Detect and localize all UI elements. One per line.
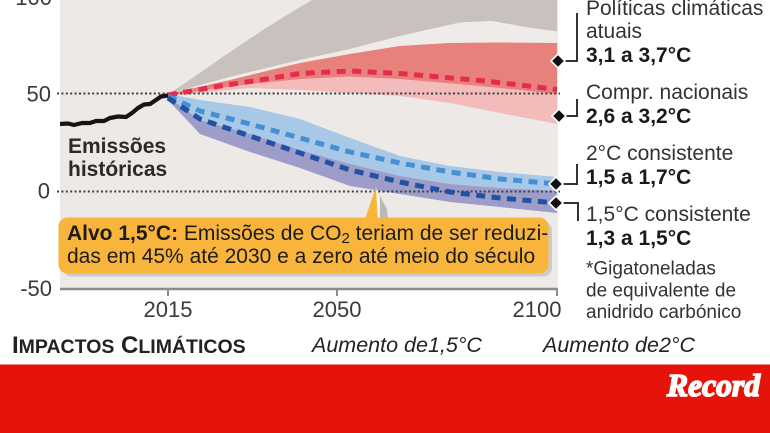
svg-text:50: 50 (27, 82, 51, 107)
svg-text:atuais: atuais (586, 20, 642, 43)
svg-text:*Gigatoneladas: *Gigatoneladas (586, 259, 716, 280)
svg-text:Compr. nacionais: Compr. nacionais (586, 81, 748, 104)
svg-text:2,6 a 3,2°C: 2,6 a 3,2°C (586, 105, 691, 128)
svg-text:anidrido carbónico: anidrido carbónico (586, 302, 741, 323)
svg-text:das em 45% até 2030 e a zero a: das em 45% até 2030 e a zero até meio do… (67, 245, 535, 268)
svg-text:2100: 2100 (513, 297, 562, 322)
svg-text:2050: 2050 (313, 297, 362, 322)
svg-text:2°C consistente: 2°C consistente (586, 142, 733, 165)
svg-text:Alvo 1,5°C: Emissões de CO2 te: Alvo 1,5°C: Emissões de CO2 teriam de se… (67, 222, 548, 247)
svg-text:Emissões: Emissões (68, 135, 166, 158)
svg-text:IMPACTOS CLIMÁTICOS: IMPACTOS CLIMÁTICOS (12, 332, 246, 359)
svg-text:Record: Record (666, 367, 761, 403)
svg-text:1,5 a 1,7°C: 1,5 a 1,7°C (586, 166, 691, 189)
svg-text:Políticas climáticas: Políticas climáticas (586, 0, 763, 20)
svg-text:1,5°C consistente: 1,5°C consistente (586, 203, 751, 226)
svg-text:históricas: históricas (68, 158, 167, 181)
svg-text:Aumento de1,5°C: Aumento de1,5°C (310, 333, 482, 357)
svg-text:100: 100 (15, 0, 52, 10)
svg-text:de equivalente de: de equivalente de (586, 281, 736, 302)
svg-text:-50: -50 (20, 276, 52, 301)
svg-text:Aumento de2°C: Aumento de2°C (541, 333, 695, 357)
svg-text:1,3 a 1,5°C: 1,3 a 1,5°C (586, 227, 691, 250)
svg-text:2015: 2015 (144, 297, 193, 322)
svg-text:3,1 a 3,7°C: 3,1 a 3,7°C (586, 44, 691, 67)
svg-text:0: 0 (38, 179, 50, 204)
